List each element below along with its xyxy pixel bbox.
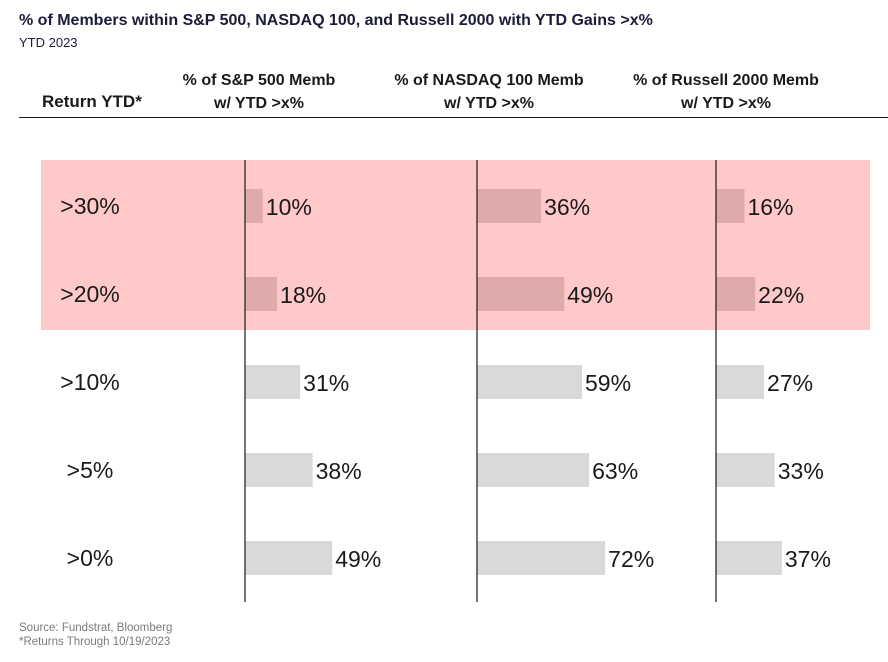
data-label: 33% bbox=[778, 458, 824, 484]
data-label: 27% bbox=[767, 370, 813, 396]
column-header-russell2000: % of Russell 2000 Memb w/ YTD >x% bbox=[633, 69, 819, 115]
data-label: 22% bbox=[758, 282, 804, 308]
bar bbox=[716, 365, 765, 399]
column-header-line1: % of S&P 500 Memb bbox=[182, 72, 336, 89]
data-label: 10% bbox=[266, 194, 312, 220]
column-header-line2: w/ YTD >x% bbox=[214, 95, 304, 112]
column-header-nasdaq100: % of NASDAQ 100 Memb w/ YTD >x% bbox=[394, 69, 583, 115]
bar bbox=[245, 453, 313, 487]
data-label: 63% bbox=[592, 458, 638, 484]
category-label: >0% bbox=[67, 545, 114, 571]
bar bbox=[716, 453, 775, 487]
data-label: 36% bbox=[544, 194, 590, 220]
bar bbox=[716, 277, 756, 311]
bar bbox=[477, 541, 606, 575]
data-label: 38% bbox=[316, 458, 362, 484]
bar bbox=[245, 277, 278, 311]
row-header-label: Return YTD* bbox=[42, 92, 142, 111]
data-label: 18% bbox=[280, 282, 326, 308]
data-label: 49% bbox=[335, 546, 381, 572]
column-header-line2: w/ YTD >x% bbox=[681, 95, 771, 112]
category-label: >5% bbox=[67, 457, 114, 483]
source-note: Source: Fundstrat, Bloomberg bbox=[19, 622, 173, 634]
category-label: >20% bbox=[60, 281, 119, 307]
bar bbox=[245, 365, 301, 399]
chart-title: % of Members within S&P 500, NASDAQ 100,… bbox=[19, 12, 653, 29]
bar bbox=[477, 453, 590, 487]
category-label: >10% bbox=[60, 369, 119, 395]
returns-note: *Returns Through 10/19/2023 bbox=[19, 636, 171, 648]
bar bbox=[477, 277, 565, 311]
category-label: >30% bbox=[60, 193, 119, 219]
column-header-line1: % of Russell 2000 Memb bbox=[633, 72, 819, 89]
data-label: 16% bbox=[747, 194, 793, 220]
column-header-sp500: % of S&P 500 Memb w/ YTD >x% bbox=[183, 69, 336, 115]
bar bbox=[245, 189, 263, 223]
header-rule bbox=[19, 117, 888, 118]
column-header-line2: w/ YTD >x% bbox=[444, 95, 534, 112]
bar bbox=[716, 189, 745, 223]
column-header-line1: % of NASDAQ 100 Memb bbox=[394, 72, 584, 89]
bar bbox=[477, 189, 542, 223]
data-label: 31% bbox=[303, 370, 349, 396]
data-label: 59% bbox=[585, 370, 631, 396]
chart-subtitle: YTD 2023 bbox=[19, 35, 78, 50]
data-label: 72% bbox=[608, 546, 654, 572]
bar bbox=[245, 541, 333, 575]
bar bbox=[477, 365, 583, 399]
bar bbox=[716, 541, 782, 575]
data-label: 37% bbox=[785, 546, 831, 572]
data-label: 49% bbox=[567, 282, 613, 308]
